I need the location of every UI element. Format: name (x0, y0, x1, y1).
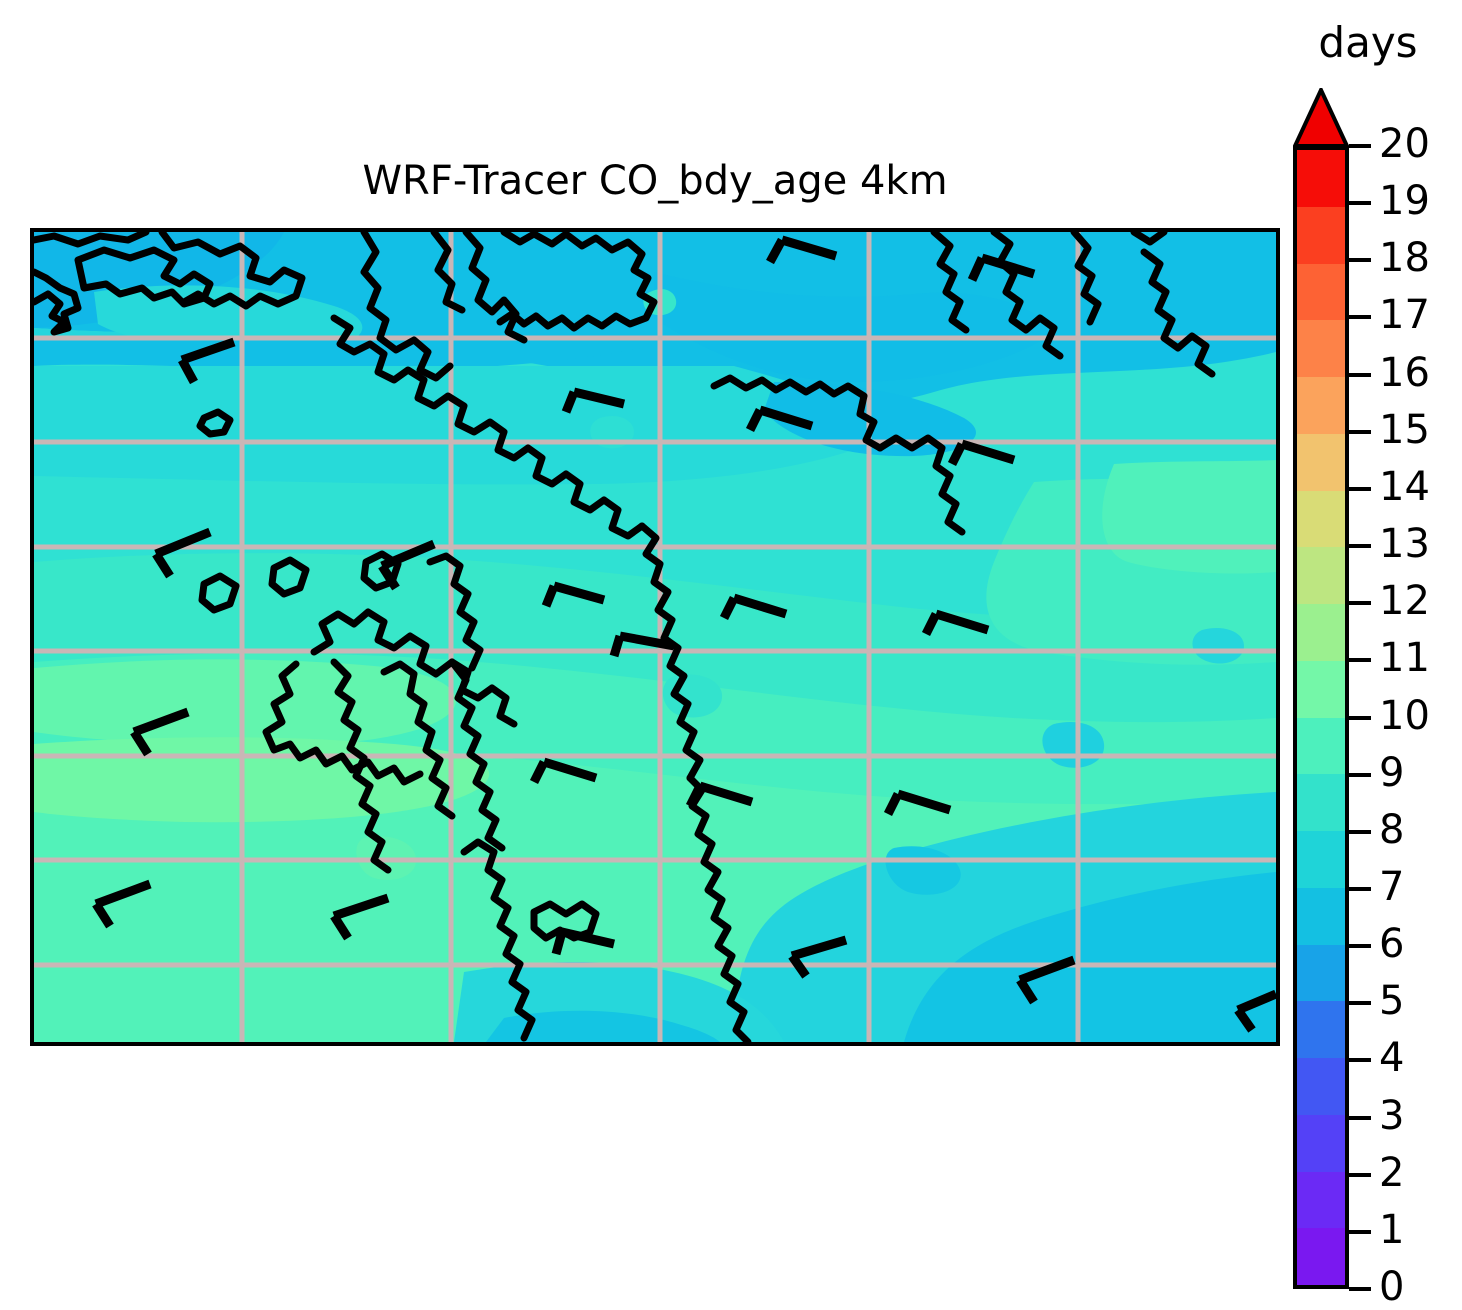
colorbar-ticks: 0 1 2 3 4 5 6 7 8 9 10 11 12 13 14 15 16 17 18 19 20 (1349, 124, 1459, 1307)
colorbar-segment (1297, 377, 1345, 434)
colorbar-tick-label: 9 (1379, 749, 1405, 796)
colorbar-tick-mark (1349, 1115, 1371, 1120)
colorbar-tick-label: 16 (1379, 349, 1430, 396)
wind-barb (947, 439, 1016, 467)
colorbar-tick-mark (1349, 1229, 1371, 1234)
colorbar-gradient (1293, 146, 1349, 1289)
colorbar-tick-label: 8 (1379, 806, 1405, 853)
colorbar-tick-label: 15 (1379, 406, 1430, 453)
colorbar-tick-label: 4 (1379, 1035, 1405, 1082)
contour-map-canvas (34, 232, 1276, 1042)
colorbar-tick-mark (1349, 1172, 1371, 1177)
colorbar-tick-mark (1349, 1058, 1371, 1063)
colorbar-tick-label: 20 (1379, 121, 1430, 167)
colorbar-segment (1297, 206, 1345, 264)
colorbar-segment (1297, 1171, 1345, 1229)
coastline-layer (34, 232, 1216, 1042)
wind-barb (609, 631, 675, 658)
colorbar-tick-mark (1349, 486, 1371, 491)
wind-barb (529, 757, 598, 785)
colorbar-tick-label: 0 (1379, 1264, 1405, 1310)
wind-barb (1016, 955, 1076, 1005)
wind-barb (92, 879, 152, 929)
colorbar-tick-mark (1349, 601, 1371, 606)
colorbar-segment (1297, 320, 1345, 377)
wind-barb (378, 539, 436, 591)
colorbar-segment (1297, 604, 1345, 661)
colorbar-segment (1297, 774, 1345, 831)
colorbar-tick-label: 14 (1379, 463, 1430, 510)
colorbar-tick-mark (1349, 1001, 1371, 1006)
title-line-1: WRF-Tracer CO_bdy_age 4km (362, 158, 948, 204)
colorbar-segment (1297, 263, 1345, 321)
colorbar-segment (1297, 1114, 1345, 1172)
colorbar-tick-label: 3 (1379, 1092, 1405, 1139)
colorbar-tick-label: 1 (1379, 1206, 1405, 1253)
wind-barb (541, 581, 606, 608)
colorbar-tick-label: 19 (1379, 178, 1430, 225)
wind-barb (178, 337, 236, 385)
colorbar-tick-mark (1349, 315, 1371, 320)
colorbar-tick-label: 12 (1379, 578, 1430, 625)
colorbar-segment (1297, 660, 1345, 718)
colorbar-tick-mark (1349, 715, 1371, 720)
colorbar-segment (1297, 831, 1345, 888)
colorbar-segment (1297, 490, 1345, 548)
colorbar-tick-mark (1349, 429, 1371, 434)
wind-barb (921, 609, 990, 637)
colorbar-tick-mark (1349, 772, 1371, 777)
wind-barb (766, 235, 838, 265)
colorbar-segment (1297, 1228, 1345, 1285)
colorbar-tick-mark (1349, 258, 1371, 263)
colorbar-tick-mark (1349, 886, 1371, 891)
wind-barb (130, 707, 190, 757)
colorbar-tick-mark (1349, 1287, 1371, 1291)
colorbar-tick-mark (1349, 658, 1371, 663)
colorbar-segment (1297, 150, 1345, 207)
wind-barb (152, 527, 212, 579)
colorbar-segment (1297, 717, 1345, 775)
colorbar-segment (1297, 944, 1345, 1002)
colorbar-tick-mark (1349, 144, 1371, 148)
colorbar-tick-mark (1349, 201, 1371, 206)
colorbar-tick-label: 13 (1379, 521, 1430, 568)
contour-fill-layer (34, 232, 1276, 1042)
colorbar-tick-mark (1349, 372, 1371, 377)
wind-barb (967, 253, 1036, 282)
wind-barb (719, 593, 788, 621)
colorbar-segment (1297, 1001, 1345, 1058)
colorbar-tick-label: 18 (1379, 235, 1430, 282)
map-gridlines (34, 232, 1276, 1042)
colorbar-tick-label: 2 (1379, 1149, 1405, 1196)
colorbar-tick-label: 6 (1379, 921, 1405, 968)
colorbar-tick-label: 7 (1379, 863, 1405, 910)
wind-barb (788, 935, 848, 979)
colorbar-tick-label: 17 (1379, 292, 1430, 339)
colorbar-tick-label: 11 (1379, 635, 1430, 682)
wind-barb (745, 405, 814, 433)
colorbar-tick-label: 5 (1379, 978, 1405, 1025)
colorbar-extend-max-arrow (1293, 88, 1349, 148)
colorbar-tick-mark (1349, 944, 1371, 949)
colorbar: days 0 1 2 3 4 5 6 7 8 9 10 11 12 13 14 15 16 17 18 19 20 (1293, 18, 1453, 1307)
map-plot-area[interactable] (30, 228, 1280, 1046)
wind-barb (330, 893, 390, 941)
wind-barb-layer (92, 235, 1276, 1033)
colorbar-segment (1297, 547, 1345, 604)
colorbar-tick-mark (1349, 829, 1371, 834)
wind-barb (1234, 989, 1276, 1033)
wind-barb (883, 789, 952, 817)
colorbar-tick-mark (1349, 544, 1371, 549)
wind-barb (685, 781, 754, 809)
colorbar-tick-label: 10 (1379, 692, 1430, 739)
colorbar-segment (1297, 887, 1345, 945)
wind-barb (561, 387, 626, 414)
colorbar-units-label: days (1318, 18, 1418, 67)
colorbar-segment (1297, 433, 1345, 491)
colorbar-segment (1297, 1058, 1345, 1115)
wind-barb (551, 927, 616, 956)
